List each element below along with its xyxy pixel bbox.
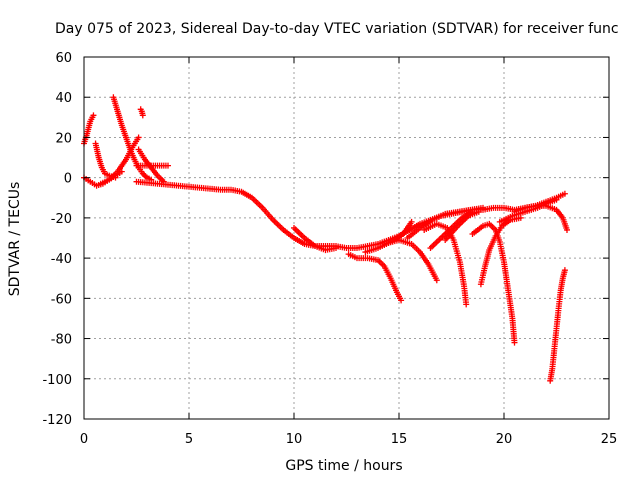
series-arc-19 <box>477 214 524 288</box>
y-tick-label: 0 <box>64 172 72 187</box>
series-arc-21 <box>511 202 570 233</box>
axis-ticks: 0 5 10 15 20 25 60 40 20 0 -20 -40 -60 -80 -100 -120 <box>42 51 617 447</box>
data-point <box>511 339 518 346</box>
series-arc-14 <box>404 204 486 241</box>
data-point <box>475 208 482 215</box>
x-tick-label: 5 <box>185 432 193 447</box>
series-arc-5 <box>137 106 146 119</box>
data-point <box>408 218 415 225</box>
data-point <box>480 204 486 211</box>
series-main-trend <box>133 178 568 252</box>
data-point <box>463 301 470 308</box>
data-series <box>81 94 570 384</box>
data-point <box>135 134 142 141</box>
series-arc-22 <box>547 267 568 384</box>
x-tick-label: 20 <box>496 432 513 447</box>
y-axis-label: SDTVAR / TECUs <box>7 182 23 297</box>
data-point <box>139 112 146 119</box>
grid-lines <box>84 57 609 419</box>
x-tick-label: 25 <box>601 432 618 447</box>
plot-frame <box>83 56 610 420</box>
data-point <box>165 162 171 169</box>
y-tick-label: -20 <box>51 212 72 227</box>
x-tick-label: 15 <box>391 432 408 447</box>
x-tick-label: 10 <box>286 432 303 447</box>
series-arc-11 <box>345 251 405 304</box>
data-point <box>561 267 568 274</box>
series-arc-15 <box>421 220 470 308</box>
series-arc-6 <box>97 134 142 187</box>
data-point <box>561 190 568 197</box>
chart-title: Day 075 of 2023, Sidereal Day-to-day VTE… <box>55 21 619 37</box>
data-point <box>553 196 560 203</box>
series-arc-17 <box>442 208 482 244</box>
data-point <box>90 112 97 119</box>
data-point <box>333 245 339 252</box>
data-point <box>564 226 570 233</box>
series-arc-10 <box>291 224 339 254</box>
y-tick-label: -40 <box>51 252 72 267</box>
series-arc-4 <box>110 94 155 183</box>
y-tick-label: 60 <box>55 51 72 66</box>
data-point <box>433 277 440 284</box>
x-axis-label: GPS time / hours <box>285 458 402 474</box>
y-tick-label: 20 <box>55 131 72 146</box>
series-arc-13 <box>381 237 440 284</box>
data-point <box>398 297 405 304</box>
y-tick-label: -80 <box>51 333 72 348</box>
y-tick-label: 40 <box>55 91 72 106</box>
series-arc-1 <box>81 112 97 147</box>
y-tick-label: -120 <box>42 413 72 428</box>
y-tick-label: -60 <box>51 292 72 307</box>
x-tick-label: 0 <box>80 432 88 447</box>
y-tick-label: -100 <box>42 373 72 388</box>
